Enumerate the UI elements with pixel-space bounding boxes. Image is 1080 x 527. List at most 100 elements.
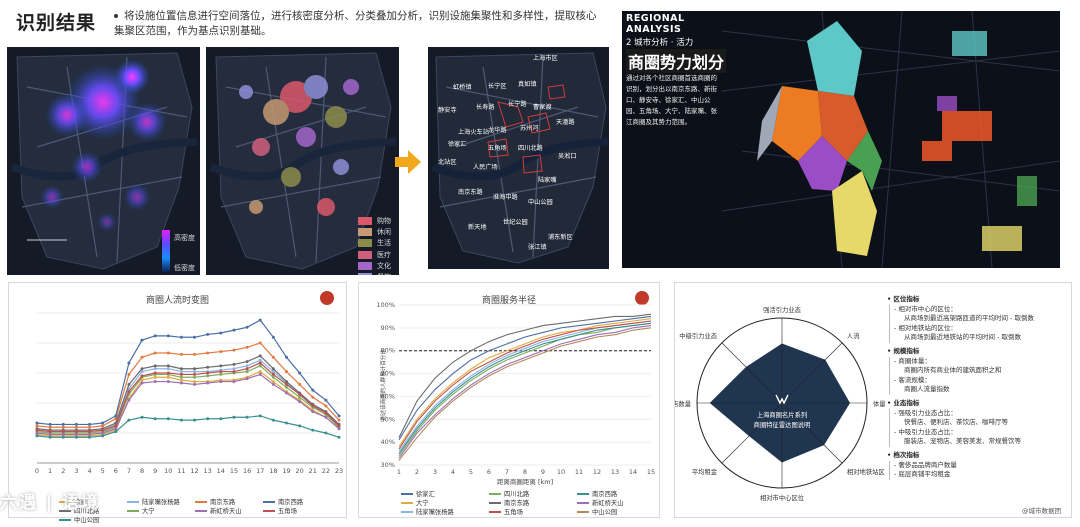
data-point [61, 430, 65, 434]
legend-item: 陆家嘴张杨路 [127, 497, 180, 506]
series-line [36, 365, 340, 434]
legend-label: 五角场 [504, 509, 523, 516]
legend-label: 新虹桥天山 [210, 508, 242, 515]
y-tick-label: 80% [381, 347, 395, 355]
data-point [271, 335, 275, 339]
indicator-item: - 相对地铁站的区位： [889, 323, 1072, 334]
legend-label: 四川北路 [74, 508, 100, 515]
x-tick-label: 1 [397, 468, 401, 476]
category-swatch [358, 250, 372, 259]
data-point [193, 382, 197, 386]
data-point [193, 418, 197, 422]
legend-swatch [127, 509, 139, 512]
series-line [398, 318, 652, 448]
district-label: 四川北路 [518, 145, 543, 152]
series-line [398, 315, 652, 441]
data-point [311, 388, 315, 392]
data-point [140, 381, 144, 385]
data-point [298, 371, 302, 375]
data-point [271, 375, 275, 379]
data-point [35, 434, 39, 438]
x-axis-label: 距离商圈距离 [km] [497, 477, 553, 486]
legend-label: 大宁 [416, 500, 429, 507]
category-label: 文化 [377, 261, 391, 270]
category-label: 休闲 [377, 227, 391, 236]
data-point [166, 375, 170, 379]
data-point [232, 370, 236, 374]
x-tick-label: 10 [557, 468, 565, 476]
district-label: 徐家汇 [448, 141, 467, 148]
data-point [61, 435, 65, 439]
y-tick-label: 70% [381, 370, 395, 378]
series-line [36, 319, 340, 426]
data-point [271, 382, 275, 386]
category-map-svg [209, 52, 397, 270]
series-line [36, 362, 340, 433]
x-tick-label: 0 [35, 467, 39, 475]
data-point [245, 370, 249, 374]
legend-item: 中山公园 [577, 507, 617, 516]
data-point [193, 335, 197, 339]
data-point [114, 414, 118, 418]
data-point [179, 381, 183, 385]
brand-logo-icon [320, 291, 334, 305]
data-point [140, 367, 144, 371]
legend-label: 徐家汇 [416, 491, 435, 498]
data-point [258, 414, 262, 418]
data-point [324, 411, 328, 415]
data-point [153, 417, 157, 421]
indicator-heading: • 业态指标 [887, 398, 920, 407]
data-point [140, 378, 144, 382]
data-point [88, 425, 92, 429]
data-point [153, 380, 157, 384]
source-credit: @城市数据团 [1022, 507, 1061, 515]
indicator-detail: 从商场到最近地铁站的平均时间 - 取倒数 [889, 333, 1072, 343]
district-label: 真如镇 [518, 81, 537, 88]
legend-swatch [401, 492, 413, 495]
district-label: 五角场 [488, 145, 507, 152]
legend-item: 南京西路 [577, 489, 617, 498]
legend-item: 五角场 [263, 506, 297, 515]
series-line [398, 320, 652, 452]
data-point [311, 410, 315, 414]
x-tick-label: 11 [177, 467, 185, 475]
data-point [245, 415, 249, 419]
category-swatch [358, 273, 372, 275]
data-point [153, 334, 157, 338]
indicator-item: - 中吸引力业态占比： [889, 427, 1072, 438]
data-point [166, 351, 170, 355]
data-point [179, 375, 183, 379]
district-label: 长宁区 [488, 83, 507, 90]
data-point [206, 365, 210, 369]
x-tick-label: 13 [611, 468, 619, 476]
data-point [74, 432, 78, 436]
x-tick-label: 3 [74, 467, 78, 475]
district-label: 长宁路 [508, 101, 527, 108]
category-label: 生活 [377, 239, 391, 248]
data-point [219, 370, 223, 374]
data-point [219, 350, 223, 354]
indicator-detail: 商圈内所有商业体的建筑面积之和 [889, 366, 1072, 376]
legend-label: 大宁 [142, 508, 155, 515]
data-point [193, 367, 197, 371]
x-tick-label: 2 [415, 468, 419, 476]
legend-low-label: 低密度 [174, 264, 195, 272]
x-tick-label: 9 [153, 467, 157, 475]
data-point [101, 428, 105, 432]
data-point [114, 430, 118, 434]
x-tick-label: 15 [230, 467, 238, 475]
data-point [311, 395, 315, 399]
district-label: 长寿路 [476, 104, 495, 111]
data-point [284, 391, 288, 395]
data-point [219, 364, 223, 368]
legend-item: 南京东路 [195, 497, 235, 506]
data-point [88, 422, 92, 426]
legend-item: 陆家嘴张杨路 [401, 507, 454, 516]
data-point [48, 425, 52, 429]
data-point [179, 372, 183, 376]
legend-label: 中山公园 [74, 517, 100, 524]
data-point [232, 380, 236, 384]
data-point [271, 372, 275, 376]
radar-axis-label: 相对市中心区位 [760, 493, 805, 502]
data-point [245, 364, 249, 368]
